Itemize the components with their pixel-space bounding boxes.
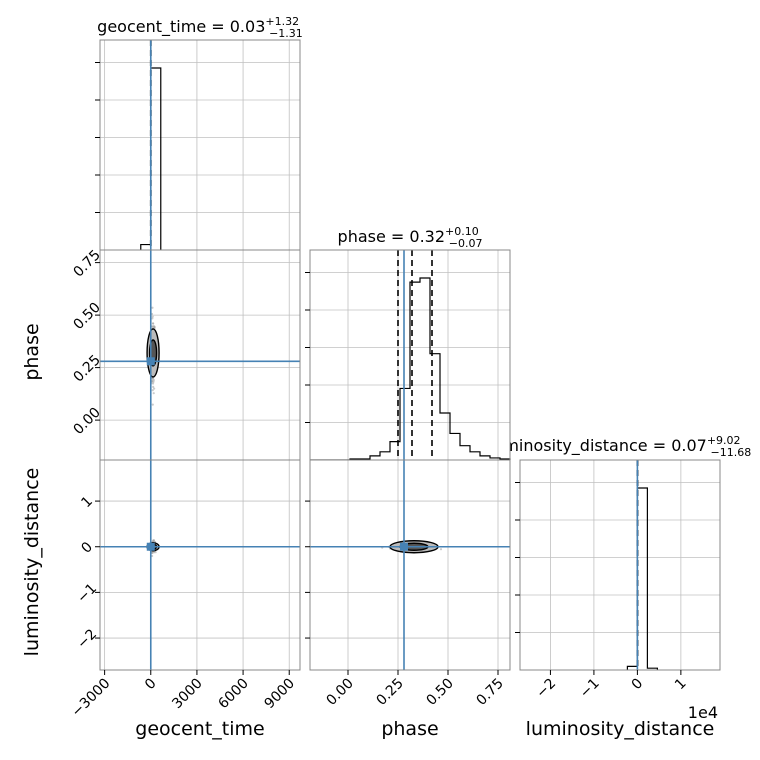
tick-label-y: 0.50 (70, 300, 103, 333)
title-phase-value: 0.32 (409, 227, 445, 246)
tick-label-x: 9000 (262, 676, 299, 713)
panel-background (100, 250, 300, 460)
sample-point (152, 539, 156, 542)
histogram-luminosity-distance (626, 487, 658, 670)
sample-point (151, 551, 154, 554)
sample-point (153, 325, 156, 329)
histogram-phase (310, 277, 511, 461)
panel-frame (519, 459, 721, 671)
panel-background (100, 40, 300, 250)
sample-point (152, 392, 155, 395)
title-geocent-time: geocent_time = 0.03+1.32 −1.31 (97, 15, 303, 40)
tick-label-y: −2 (74, 626, 100, 652)
title-geocent-time-lower: −1.31 (269, 27, 303, 40)
xlabel-geocent-time: geocent_time (135, 718, 264, 740)
tick-label-x: 3000 (169, 676, 206, 713)
title-luminosity-distance-lower: −11.68 (711, 446, 752, 459)
tick-label-y: 1 (78, 493, 96, 511)
sample-point (152, 385, 155, 388)
ylabel-luminosity-distance: luminosity_distance (21, 468, 43, 657)
title-geocent-time-upper: +1.32 (265, 15, 299, 28)
truth-marker (400, 542, 408, 551)
title-phase-lower: −0.07 (449, 237, 483, 250)
tick-label-y: 0.25 (70, 352, 103, 385)
sample-point (151, 554, 154, 558)
tick-label-x: −1 (577, 676, 603, 702)
tick-label-x: 0.50 (423, 676, 456, 709)
offset-label-luminosity-distance-x: 1e4 (688, 703, 718, 722)
title-luminosity-distance: luminosity_distance = 0.07+9.02 −11.68 (489, 434, 752, 459)
sample-point (151, 322, 155, 325)
panel-luminosity-distance-hist: −2 −1 0 1 (515, 459, 721, 702)
tick-label-y: 0.75 (70, 247, 103, 280)
panel-geocent-time-vs-luminosity-distance: −3000 0 3000 6000 9000 −2 −1 0 1 (69, 459, 301, 721)
title-luminosity-distance-value: 0.07 (671, 436, 707, 455)
panel-frame (99, 459, 301, 671)
sample-point (151, 306, 154, 309)
ylabel-phase: phase (21, 323, 43, 380)
panel-background (310, 460, 510, 670)
title-geocent-time-text: geocent_time (97, 17, 206, 37)
tick-label-x: 6000 (215, 676, 252, 713)
title-phase: phase = 0.32+0.10 −0.07 (338, 225, 483, 250)
sample-point (152, 380, 155, 383)
panel-phase-vs-luminosity-distance: 0.00 0.25 0.50 0.75 (305, 459, 511, 709)
tick-label-x: 0 (142, 676, 160, 694)
tick-label-y: 0 (78, 539, 96, 557)
xlabel-phase: phase (381, 718, 438, 740)
sample-point (151, 315, 154, 318)
sample-point (151, 389, 154, 392)
title-phase-upper: +0.10 (445, 225, 479, 238)
title-luminosity-distance-text: luminosity_distance (489, 436, 648, 456)
tick-label-x: 0.00 (323, 676, 356, 709)
tick-label-x: 0 (629, 676, 647, 694)
truth-marker (146, 542, 155, 551)
panel-frame (309, 459, 511, 671)
sample-point (151, 325, 154, 328)
sample-point (153, 387, 156, 390)
sample-point (151, 382, 155, 385)
sample-point (439, 548, 443, 551)
panel-background (100, 460, 300, 670)
title-luminosity-distance-upper: +9.02 (707, 434, 741, 447)
panel-phase-hist (305, 249, 511, 465)
sample-point (151, 317, 154, 320)
title-phase-text: phase (338, 227, 386, 246)
truth-marker (146, 357, 155, 366)
tick-label-y: −1 (74, 581, 100, 607)
tick-label-x: 1 (672, 676, 690, 694)
title-geocent-time-value: 0.03 (230, 17, 266, 36)
panel-background (520, 460, 720, 670)
panel-geocent-time-hist (95, 39, 301, 255)
panel-geocent-time-vs-phase: 0.00 0.25 0.50 0.75 (70, 247, 301, 465)
tick-label-x: 0.25 (373, 676, 406, 709)
tick-label-y: 0.00 (70, 405, 103, 438)
xlabel-luminosity-distance: luminosity_distance (526, 718, 715, 740)
sample-point (151, 403, 154, 406)
tick-label-x: −3000 (69, 676, 114, 721)
tick-label-x: 0.75 (473, 676, 506, 709)
tick-label-x: −2 (533, 676, 559, 702)
